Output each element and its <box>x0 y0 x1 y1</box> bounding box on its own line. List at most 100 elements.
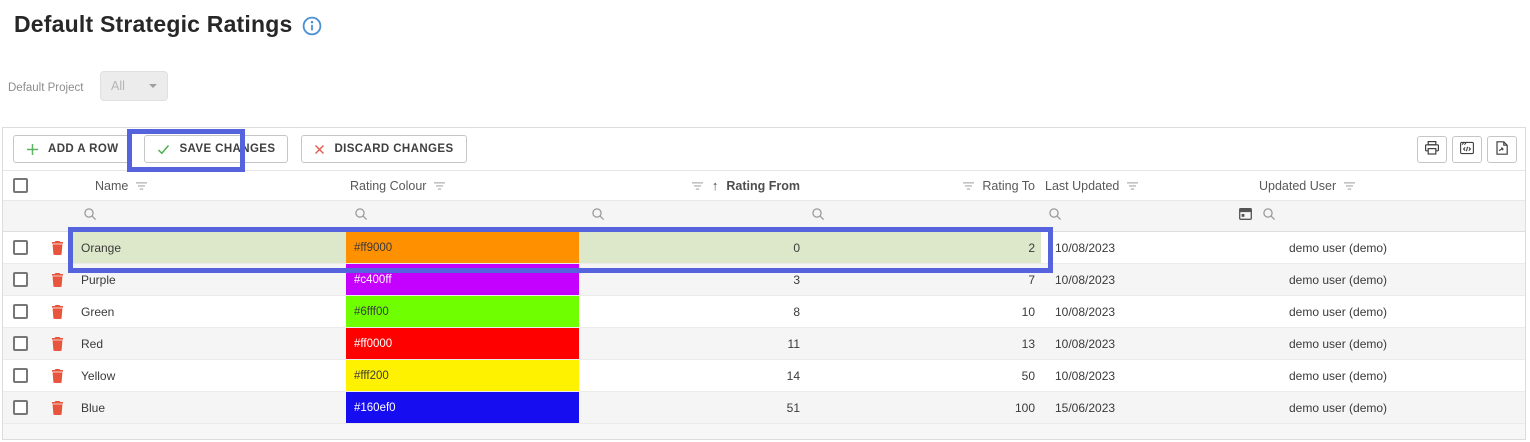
rating-to-cell[interactable]: 100 <box>1014 400 1035 415</box>
row-delete-cell <box>41 360 73 391</box>
header-last-updated[interactable]: Last Updated <box>1041 171 1231 200</box>
row-checkbox-cell <box>3 232 41 263</box>
rating-to-cell[interactable]: 7 <box>1028 272 1035 287</box>
last-updated-cell: 10/08/2023 <box>1055 368 1116 383</box>
delete-row-icon[interactable] <box>51 400 63 415</box>
delete-row-icon[interactable] <box>51 368 63 383</box>
rating-colour-cell[interactable]: #fff200 <box>346 360 579 391</box>
search-icon <box>83 207 97 226</box>
search-icon <box>1048 207 1062 226</box>
row-checkbox-cell <box>3 264 41 295</box>
default-project-dropdown[interactable]: All <box>100 71 168 101</box>
row-checkbox[interactable] <box>13 336 28 351</box>
discard-changes-button[interactable]: DISCARD CHANGES <box>301 135 467 163</box>
filter-spacer <box>41 201 73 231</box>
code-view-button[interactable] <box>1452 135 1482 163</box>
rating-to-cell[interactable]: 10 <box>1021 304 1035 319</box>
last-updated-cell: 10/08/2023 <box>1055 304 1116 319</box>
delete-row-icon[interactable] <box>51 240 63 255</box>
calendar-icon[interactable] <box>1239 207 1252 225</box>
default-project-value: All <box>111 79 125 93</box>
rating-from-cell[interactable]: 0 <box>579 232 806 263</box>
filter-menu-icon[interactable] <box>1126 181 1139 191</box>
last-updated-filter-input[interactable] <box>1041 201 1231 231</box>
print-button[interactable] <box>1417 135 1447 163</box>
rating-from-cell[interactable]: 8 <box>793 304 800 319</box>
name-cell[interactable]: Orange <box>73 232 346 263</box>
select-all-checkbox[interactable] <box>13 178 28 193</box>
rating-from-cell[interactable]: 14 <box>786 368 800 383</box>
select-all-cell <box>3 171 41 200</box>
updated-user-cell: demo user (demo) <box>1289 304 1388 319</box>
ratings-grid-panel: ADD A ROW SAVE CHANGES DISCARD CHANGES <box>2 127 1526 440</box>
delete-row-icon[interactable] <box>51 304 63 319</box>
name-cell[interactable]: Green <box>81 304 115 319</box>
filter-menu-icon[interactable] <box>691 181 704 191</box>
rating-to-cell[interactable]: 2 <box>806 232 1041 263</box>
table-row: Green #6fff00 8 10 10/08/2023 demo user … <box>3 296 1525 328</box>
rating-from-cell[interactable]: 51 <box>786 400 800 415</box>
rating-colour-cell[interactable]: #6fff00 <box>346 296 579 327</box>
filter-menu-icon[interactable] <box>962 181 975 191</box>
header-rating-from[interactable]: ↑ Rating From <box>579 171 806 200</box>
name-cell[interactable]: Yellow <box>81 368 116 383</box>
rating-colour-cell[interactable]: #ff0000 <box>346 328 579 359</box>
delete-column-header <box>41 171 73 200</box>
row-checkbox[interactable] <box>13 368 28 383</box>
header-rating-colour[interactable]: Rating Colour <box>346 171 579 200</box>
plus-icon <box>26 143 39 156</box>
print-icon <box>1424 140 1440 159</box>
header-rating-to[interactable]: Rating To <box>806 171 1041 200</box>
rating-colour-cell[interactable]: #160ef0 <box>346 392 579 423</box>
delete-row-icon[interactable] <box>51 336 63 351</box>
row-checkbox-cell <box>3 328 41 359</box>
header-name[interactable]: Name <box>73 171 346 200</box>
updated-user-filter-input[interactable] <box>1231 201 1525 231</box>
filter-menu-icon[interactable] <box>433 181 446 191</box>
export-file-button[interactable] <box>1487 135 1517 163</box>
row-delete-cell <box>41 296 73 327</box>
info-icon[interactable] <box>302 16 322 36</box>
export-toolbar <box>1417 135 1517 163</box>
filter-menu-icon[interactable] <box>135 181 148 191</box>
updated-user-cell: demo user (demo) <box>1289 336 1388 351</box>
filter-menu-icon[interactable] <box>1343 181 1356 191</box>
colour-swatch: #160ef0 <box>346 392 579 423</box>
filter-spacer <box>3 201 41 231</box>
rating-colour-cell[interactable]: #ff9000 <box>346 232 579 263</box>
table-row: Purple #c400ff 3 7 10/08/2023 demo user … <box>3 264 1525 296</box>
grid-toolbar: ADD A ROW SAVE CHANGES DISCARD CHANGES <box>3 128 1525 171</box>
row-checkbox[interactable] <box>13 240 28 255</box>
rating-to-cell[interactable]: 50 <box>1021 368 1035 383</box>
row-checkbox[interactable] <box>13 304 28 319</box>
colour-swatch: #ff0000 <box>346 328 579 359</box>
last-updated-cell: 15/06/2023 <box>1055 400 1116 415</box>
delete-row-icon[interactable] <box>51 272 63 287</box>
row-checkbox[interactable] <box>13 400 28 415</box>
save-changes-button[interactable]: SAVE CHANGES <box>144 135 289 163</box>
updated-user-cell: demo user (demo) <box>1289 400 1388 415</box>
add-row-button[interactable]: ADD A ROW <box>13 135 132 163</box>
name-filter-input[interactable] <box>73 201 346 231</box>
updated-user-cell: demo user (demo) <box>1289 272 1388 287</box>
search-icon <box>354 207 368 226</box>
table-header-row: Name Rating Colour ↑ Rating From <box>3 171 1525 201</box>
row-checkbox-cell <box>3 392 41 423</box>
updated-user-cell: demo user (demo) <box>1289 368 1388 383</box>
name-cell[interactable]: Red <box>81 336 104 351</box>
name-cell[interactable]: Blue <box>81 400 106 415</box>
search-icon <box>811 207 825 226</box>
rating-colour-filter-input[interactable] <box>346 201 579 231</box>
rating-from-cell[interactable]: 11 <box>787 336 800 351</box>
row-checkbox[interactable] <box>13 272 28 287</box>
rating-to-filter-input[interactable] <box>806 201 1041 231</box>
row-checkbox-cell <box>3 296 41 327</box>
table-row: Orange #ff9000 0 2 10/08/2023 demo user … <box>3 232 1525 264</box>
rating-from-filter-input[interactable] <box>579 201 806 231</box>
header-updated-user[interactable]: Updated User <box>1231 171 1525 200</box>
name-cell[interactable]: Purple <box>81 272 116 287</box>
rating-colour-cell[interactable]: #c400ff <box>346 264 579 295</box>
last-updated-cell: 10/08/2023 <box>1055 336 1116 351</box>
rating-to-cell[interactable]: 13 <box>1021 336 1035 351</box>
rating-from-cell[interactable]: 3 <box>793 272 800 287</box>
